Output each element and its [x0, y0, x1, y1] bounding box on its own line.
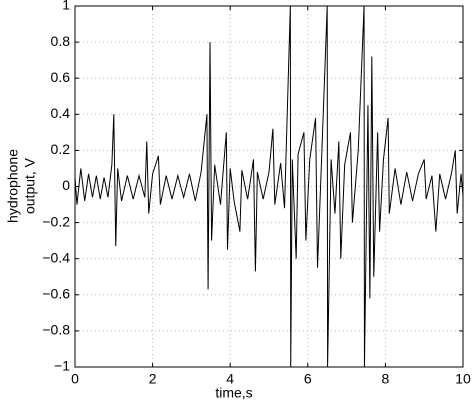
y-tick-label: 0.4 — [51, 105, 71, 121]
x-tick-label: 4 — [226, 371, 234, 387]
y-axis-label: output, V — [22, 157, 38, 214]
y-tick-label: −0.2 — [42, 213, 70, 229]
y-tick-label: −0.6 — [42, 286, 70, 302]
y-tick-label: −0.8 — [42, 322, 70, 338]
x-tick-label: 8 — [382, 371, 390, 387]
x-tick-label: 10 — [455, 371, 471, 387]
y-tick-label: −0.4 — [42, 249, 70, 265]
signal-line — [74, 5, 464, 368]
y-tick-label: 0 — [62, 177, 70, 193]
y-tick-label: 1 — [62, 0, 70, 13]
x-tick-label: 0 — [71, 371, 79, 387]
y-tick-label: −1 — [54, 358, 70, 374]
y-axis-label: hydrophone — [5, 149, 21, 223]
x-tick-label: 6 — [304, 371, 312, 387]
y-tick-label: 0.8 — [51, 33, 71, 49]
y-tick-label: 0.6 — [51, 69, 71, 85]
x-axis-label: time,s — [215, 385, 252, 401]
x-tick-label: 2 — [149, 371, 157, 387]
y-tick-label: 0.2 — [51, 141, 71, 157]
plot-frame — [74, 5, 464, 368]
